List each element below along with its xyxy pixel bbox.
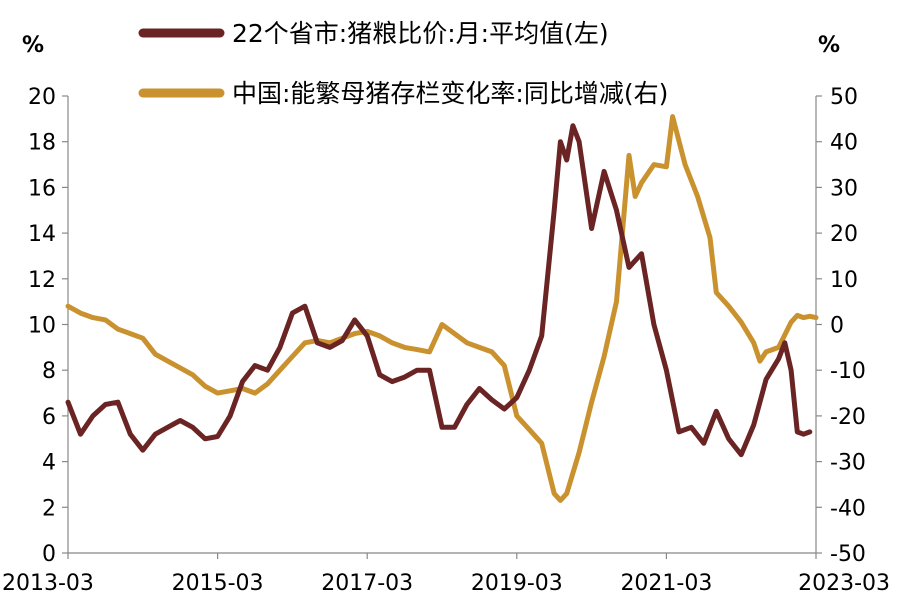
right-tick-label: -50 (830, 542, 866, 567)
right-tick-label: -30 (830, 451, 866, 476)
left-tick-label: 2 (42, 496, 56, 521)
right-tick-label: 30 (830, 176, 858, 201)
legend: 22个省市:猪粮比价:月:平均值(左) 中国:能繁母猪存栏变化率:同比增减(右) (138, 19, 668, 108)
left-tick-label: 6 (42, 405, 56, 430)
right-tick-label: 10 (830, 268, 858, 293)
right-tick-label: -20 (830, 405, 866, 430)
series-line-sow-change (65, 114, 819, 503)
right-tick-label: -10 (830, 359, 866, 384)
left-tick-label: 0 (42, 542, 56, 567)
legend-label-price-ratio: 22个省市:猪粮比价:月:平均值(左) (232, 19, 609, 48)
x-tick-label: 2015-03 (172, 571, 264, 596)
left-axis-unit: % (22, 33, 44, 58)
left-tick-label: 14 (28, 222, 56, 247)
left-tick-label: 18 (28, 131, 56, 156)
left-tick-label: 8 (42, 359, 56, 384)
left-tick-label: 12 (28, 268, 56, 293)
left-tick-label: 4 (42, 451, 56, 476)
axes: 0 2 4 6 8 10 12 14 16 18 20 -50 -40 -30 -20 -10 0 10 20 30 4… (2, 85, 890, 596)
right-axis-unit: % (818, 33, 840, 58)
left-tick-label: 20 (28, 85, 56, 110)
right-tick-label: 0 (830, 314, 844, 339)
right-tick-label: 50 (830, 85, 858, 110)
x-tick-label: 2023-03 (798, 571, 890, 596)
legend-label-sow-change: 中国:能繁母猪存栏变化率:同比增减(右) (232, 79, 668, 108)
x-tick-label: 2017-03 (321, 571, 413, 596)
left-tick-label: 16 (28, 176, 56, 201)
right-tick-label: -40 (830, 496, 866, 521)
x-tick-label: 2019-03 (471, 571, 563, 596)
series-layer (65, 114, 819, 503)
right-tick-label: 20 (830, 222, 858, 247)
left-tick-label: 10 (28, 314, 56, 339)
right-tick-label: 40 (830, 131, 858, 156)
series-line-price-ratio (65, 123, 813, 458)
x-tick-label: 2021-03 (620, 571, 712, 596)
x-tick-label: 2013-03 (2, 571, 94, 596)
